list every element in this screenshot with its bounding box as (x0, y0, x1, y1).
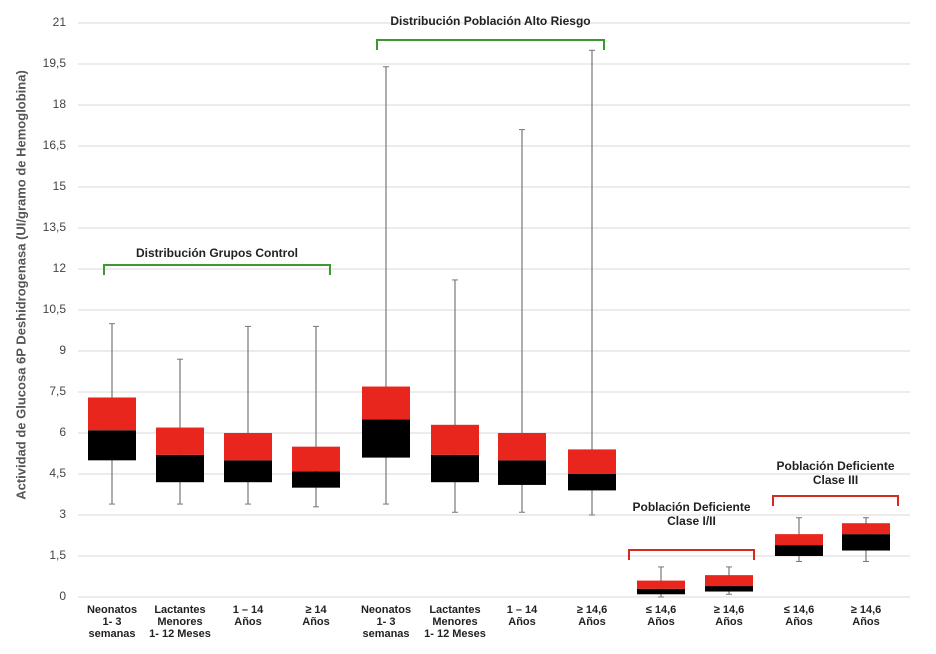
x-tick-label: Años (785, 616, 813, 628)
y-tick-label: 9 (59, 343, 66, 357)
y-tick-label: 19,5 (43, 56, 67, 70)
box-upper (156, 427, 204, 455)
box-lower (637, 588, 685, 595)
box-lower (431, 454, 479, 483)
x-tick-label: Neonatos (361, 604, 411, 616)
box-lower (88, 430, 136, 461)
y-tick-label: 3 (59, 507, 66, 521)
annotation: Distribución Población Alto Riesgo (390, 14, 590, 28)
box-upper (224, 433, 272, 461)
bracket (628, 549, 755, 560)
bracket (772, 495, 899, 506)
box-lower (498, 460, 546, 485)
x-tick-label: Lactantes (429, 604, 480, 616)
x-tick-label: 1- 3 (377, 616, 396, 628)
box-upper (362, 386, 410, 420)
y-tick-label: 4,5 (49, 466, 66, 480)
annotation: Clase III (813, 473, 858, 487)
x-tick-label: Años (852, 616, 880, 628)
box-lower (156, 454, 204, 483)
y-tick-label: 0 (59, 589, 66, 603)
x-tick-label: Años (578, 616, 606, 628)
box-upper (568, 449, 616, 474)
x-tick-label: Años (508, 616, 536, 628)
x-tick-label: ≤ 14,6 (784, 604, 815, 616)
box-lower (292, 471, 340, 488)
box-upper (842, 523, 890, 535)
x-tick-label: 1 – 14 (507, 604, 538, 616)
box-lower (775, 545, 823, 556)
bracket (103, 264, 331, 275)
box-upper (775, 534, 823, 546)
y-tick-label: 7,5 (49, 384, 66, 398)
box-upper (292, 446, 340, 472)
box-lower (705, 586, 753, 592)
annotation: Población Deficiente (632, 500, 750, 514)
x-tick-label: semanas (362, 628, 409, 640)
y-axis-label: Actividad de Glucosa 6P Deshidrogenasa (… (13, 70, 28, 500)
bracket (376, 39, 605, 50)
box-lower (224, 460, 272, 483)
y-tick-label: 18 (53, 97, 67, 111)
box-upper (88, 397, 136, 431)
x-tick-label: 1- 12 Meses (424, 628, 486, 640)
x-tick-label: ≥ 14 (305, 604, 327, 616)
box-lower (842, 534, 890, 551)
x-tick-label: 1- 12 Meses (149, 628, 211, 640)
box-upper (637, 580, 685, 589)
x-tick-label: semanas (88, 628, 135, 640)
x-tick-label: Neonatos (87, 604, 137, 616)
x-tick-label: Años (302, 616, 330, 628)
y-tick-label: 16,5 (43, 138, 67, 152)
y-tick-label: 6 (59, 425, 66, 439)
x-tick-label: Años (234, 616, 262, 628)
x-tick-label: ≥ 14,6 (714, 604, 745, 616)
x-tick-label: ≥ 14,6 (577, 604, 608, 616)
annotation: Clase I/II (667, 514, 716, 528)
x-tick-label: 1- 3 (103, 616, 122, 628)
x-tick-label: 1 – 14 (233, 604, 264, 616)
box-upper (498, 433, 546, 461)
x-tick-label: Años (715, 616, 743, 628)
x-tick-label: Menores (432, 616, 477, 628)
y-tick-label: 12 (53, 261, 67, 275)
box-lower (362, 419, 410, 458)
y-tick-label: 1,5 (49, 548, 66, 562)
box-upper (431, 424, 479, 455)
box-upper (705, 575, 753, 587)
box-lower (568, 474, 616, 491)
x-tick-label: Años (647, 616, 675, 628)
x-tick-label: Menores (157, 616, 202, 628)
annotation: Distribución Grupos Control (136, 246, 298, 260)
annotation: Población Deficiente (776, 459, 894, 473)
x-tick-label: Lactantes (154, 604, 205, 616)
x-tick-label: ≤ 14,6 (646, 604, 677, 616)
y-tick-label: 15 (53, 179, 67, 193)
y-tick-label: 13,5 (43, 220, 67, 234)
y-tick-label: 10,5 (43, 302, 67, 316)
x-tick-label: ≥ 14,6 (851, 604, 882, 616)
y-tick-label: 21 (53, 15, 67, 29)
